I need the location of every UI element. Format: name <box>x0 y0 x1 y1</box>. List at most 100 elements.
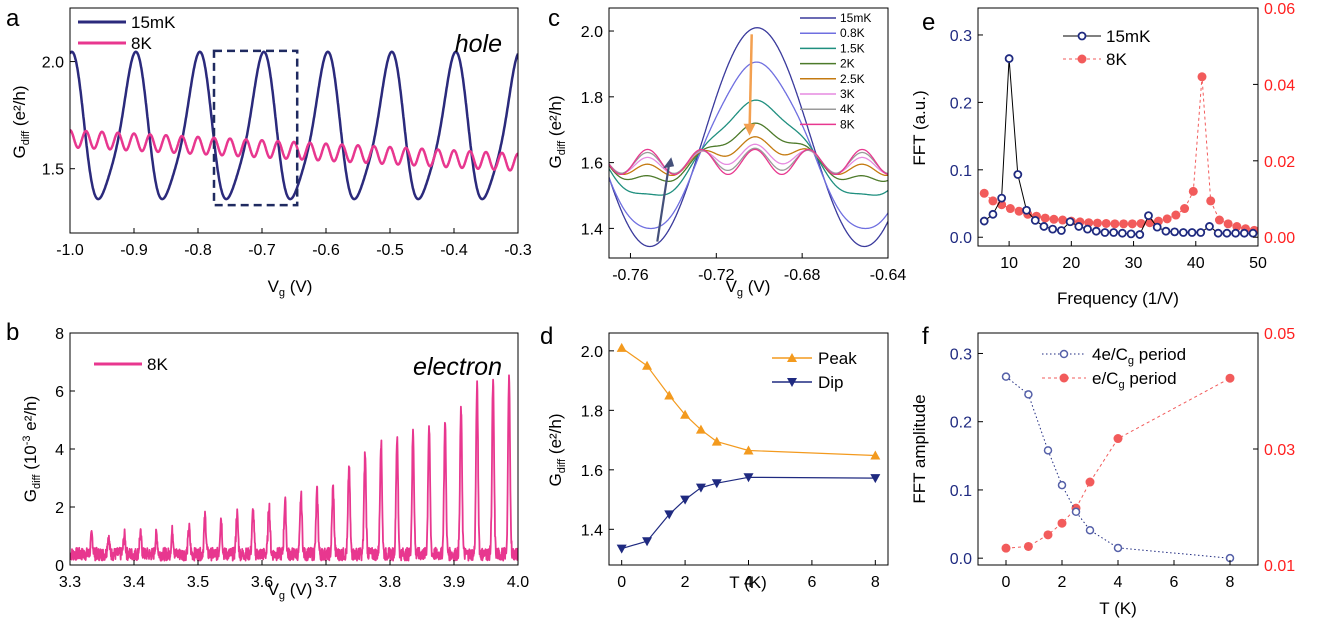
x-axis-label: T (K) <box>729 573 766 592</box>
point-8K <box>1136 218 1146 228</box>
highlight-box <box>212 49 299 207</box>
point-8K <box>1188 186 1198 196</box>
y-tick-label: 1.6 <box>581 156 603 173</box>
point-15mK <box>1048 224 1058 234</box>
x-tick-label: -0.8 <box>184 242 212 259</box>
series-Dip-line <box>621 476 876 550</box>
x-tick-label: 30 <box>1125 255 1143 272</box>
x-tick-label: 4 <box>1114 574 1123 591</box>
annotation-hole: hole <box>455 30 502 58</box>
point-8K <box>1162 214 1172 224</box>
panel-label-e: e <box>922 9 935 36</box>
x-tick-label: -0.7 <box>248 242 276 259</box>
point-15mK <box>1065 217 1075 227</box>
point-15mK <box>1205 222 1214 231</box>
point-e-period <box>1085 477 1095 487</box>
y-tick-label: 8 <box>55 326 64 343</box>
legend-label-0: 4e/Cg period <box>1092 345 1186 367</box>
panel-b: 3.3 3.4 3.5 3.6 3.7 3.8 3.9 4.0 0 2 4 6 8 Vg (V) Gdiff… <box>21 326 529 602</box>
point-e-period <box>1023 541 1033 551</box>
y-tick-label: 1.8 <box>581 403 603 420</box>
legend-label-15mK: 15mK <box>840 11 871 25</box>
point-4e-period <box>1001 372 1011 381</box>
x-axis-label: Vg (V) <box>268 277 313 299</box>
legend-marker-Peak <box>787 353 797 362</box>
y2-tick-label: 0.00 <box>1264 230 1295 247</box>
point-4e-period <box>1057 480 1067 490</box>
point-15mK <box>1013 170 1023 179</box>
y-tick-label: 1.6 <box>581 463 603 480</box>
x-tick-label: 6 <box>807 574 816 591</box>
annotation-electron: electron <box>413 353 502 381</box>
point-15mK <box>1152 222 1162 232</box>
y-tick-label: 0.0 <box>950 230 972 247</box>
legend-marker-8K <box>1077 54 1087 64</box>
series-8K-line <box>70 128 518 172</box>
panel-label-b: b <box>6 319 19 346</box>
point-8K <box>1101 218 1111 228</box>
point-Peak <box>664 390 675 400</box>
point-15mK <box>1039 222 1049 231</box>
point-8K <box>1110 219 1120 229</box>
legend-label-15mK: 15mK <box>1106 27 1151 46</box>
x-tick-label: 3.6 <box>251 574 273 591</box>
point-8K <box>1197 72 1207 82</box>
panel-label-a: a <box>6 5 20 32</box>
point-15mK <box>988 209 998 219</box>
x-tick-label: 8 <box>1226 574 1235 591</box>
dip-arrow <box>656 164 671 242</box>
x-tick-label: 3.8 <box>379 574 401 591</box>
panel-f: 0 2 4 6 8 0.0 0.1 0.2 0.3 0.01 0.03 0.05 T (K) FFT am… <box>910 326 1295 618</box>
point-15mK <box>1117 228 1127 238</box>
x-tick-label: 4 <box>744 574 753 591</box>
point-8K <box>1058 215 1068 225</box>
point-8K <box>1180 204 1190 214</box>
point-15mK <box>1135 230 1145 239</box>
plot-frame <box>69 7 519 234</box>
series-2.5K-line <box>609 136 888 177</box>
plot-area <box>70 50 518 201</box>
point-Peak <box>711 436 722 446</box>
point-Dip <box>664 510 675 520</box>
panel-a: -1.0 -0.9 -0.8 -0.7 -0.6 -0.5 -0.4 -0.3 1.5 2.0 Vg… <box>10 7 532 299</box>
x-tick-label: -0.76 <box>612 267 649 284</box>
point-8K <box>1223 219 1233 229</box>
series-4e-period-line <box>1005 376 1231 559</box>
plot-frame <box>977 332 1259 566</box>
point-e-period <box>1057 518 1067 528</box>
y2-tick-label: 0.01 <box>1264 558 1295 575</box>
point-8K <box>1005 204 1015 214</box>
y-tick-label: 0.1 <box>950 163 972 180</box>
series-15mK-line <box>609 27 888 248</box>
x-tick-label: 20 <box>1062 255 1080 272</box>
x-tick-label: -0.9 <box>120 242 148 259</box>
peak-arrow <box>748 34 753 130</box>
point-Peak <box>642 360 653 370</box>
legend-marker-Dip <box>787 378 797 387</box>
point-Peak <box>870 450 881 460</box>
y2-tick-label: 0.06 <box>1264 1 1295 18</box>
x-tick-label: 0 <box>617 574 626 591</box>
point-Dip <box>695 483 706 493</box>
x-tick-label: -1.0 <box>56 242 84 259</box>
point-15mK <box>1083 224 1092 234</box>
legend-label-8K: 8K <box>147 355 168 374</box>
point-4e-period <box>1043 446 1053 455</box>
panel-e: 10 20 30 40 50 0.0 0.1 0.2 0.3 0.00 0.02 0.04 0.06 Fr… <box>910 1 1295 308</box>
legend-label-2.5K: 2.5K <box>840 72 865 86</box>
y2-tick-label: 0.03 <box>1264 442 1295 459</box>
x-tick-label: 0 <box>1002 574 1011 591</box>
point-8K <box>1127 219 1137 229</box>
point-8K <box>1049 214 1059 224</box>
y-tick-label: 0.3 <box>950 346 972 363</box>
point-8K <box>1014 206 1024 216</box>
x-tick-label: -0.5 <box>376 242 404 259</box>
point-15mK <box>1091 226 1101 236</box>
point-15mK <box>1100 228 1110 237</box>
y2-tick-label: 0.05 <box>1264 326 1295 343</box>
y-axis-label: Gdiff (e²/h) <box>546 413 568 486</box>
legend-label-Dip: Dip <box>818 373 844 392</box>
x-tick-label: 3.3 <box>59 574 81 591</box>
x-tick-label: -0.4 <box>440 242 468 259</box>
